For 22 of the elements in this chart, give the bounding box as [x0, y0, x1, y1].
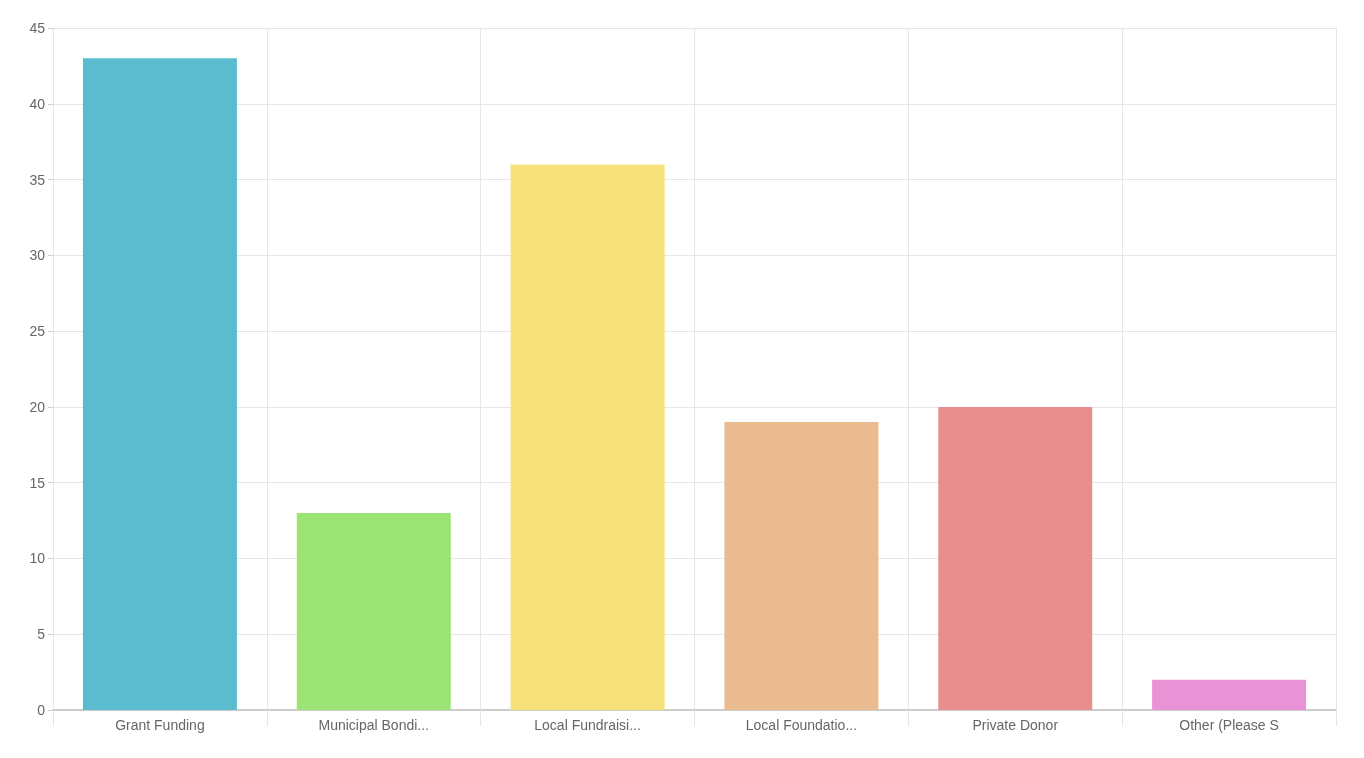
y-tick-label: 35	[29, 171, 46, 188]
bar	[510, 164, 665, 710]
x-tick-label: Other (Please S	[1179, 717, 1279, 733]
x-tick-label: Private Donor	[972, 717, 1059, 733]
y-tick-label: 0	[37, 702, 46, 718]
bar	[82, 58, 237, 710]
x-tick-label: Local Foundatio...	[745, 717, 858, 733]
bar	[296, 512, 451, 710]
bar	[1152, 679, 1307, 710]
bar	[724, 422, 879, 710]
x-tick-label: Local Fundraisi...	[534, 717, 641, 733]
y-tick-label: 40	[29, 95, 46, 112]
y-tick-label: 5	[37, 626, 46, 643]
y-tick-label: 10	[29, 550, 46, 567]
bar	[938, 406, 1093, 710]
x-tick-label: Municipal Bondi...	[318, 717, 430, 733]
y-tick-label: 45	[29, 20, 46, 36]
y-tick-label: 30	[29, 247, 46, 264]
y-tick-label: 25	[29, 323, 46, 340]
x-tick-label: Grant Funding	[115, 717, 205, 733]
y-tick-label: 20	[29, 398, 46, 415]
y-tick-label: 15	[29, 474, 46, 491]
